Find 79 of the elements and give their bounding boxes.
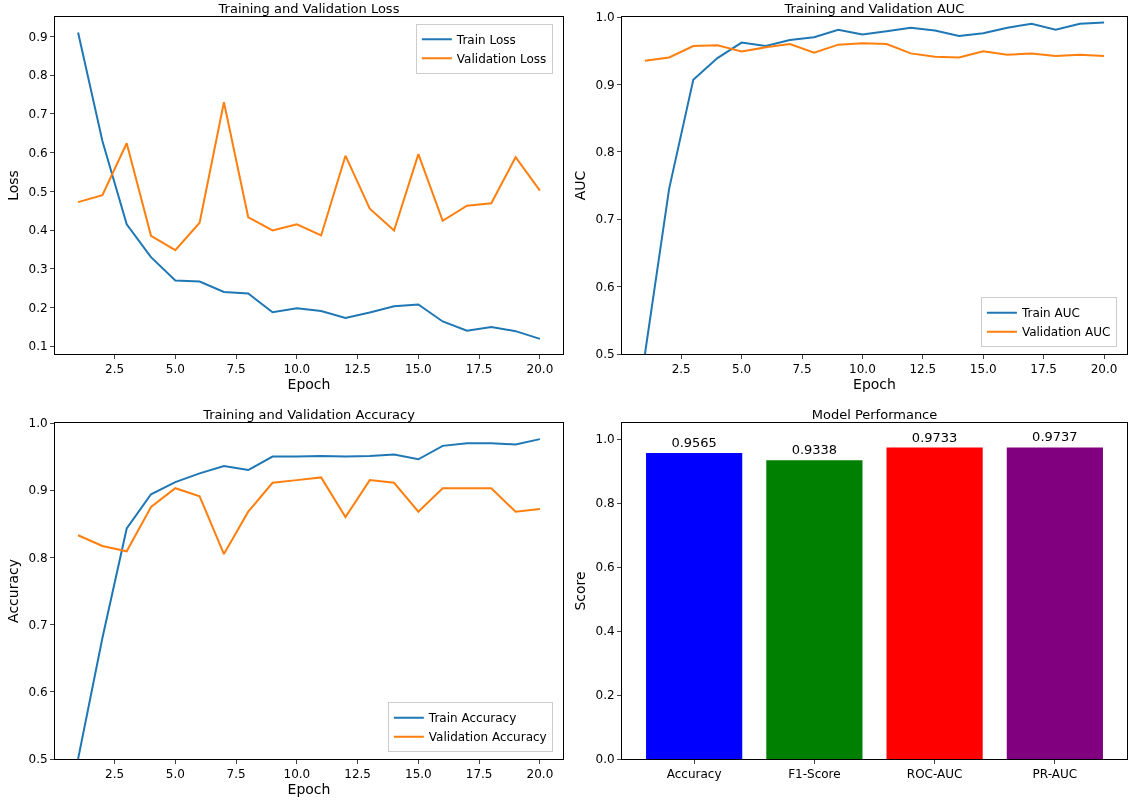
y-tick-label: 1.0 [595,432,615,447]
legend-label: Validation Loss [456,51,547,66]
x-tick-label: F1-Score [788,767,841,782]
y-tick-label: 0.9 [595,77,615,92]
x-tick-label: ROC-AUC [906,767,963,782]
y-tick-label: 0.8 [28,550,48,565]
chart-title: Training and Validation Loss [217,1,400,16]
y-axis-title: Loss [5,170,22,201]
x-tick-label: 2.5 [105,362,125,377]
data-label: 0.9733 [911,429,958,445]
legend-label: Train AUC [1020,306,1080,321]
line-series [77,476,541,556]
y-tick-label: 0.2 [595,688,615,703]
data-label: 0.9338 [791,442,838,458]
y-axis-title: Score [572,571,589,611]
x-tick-label: 17.5 [465,767,493,782]
x-tick-label: 15.0 [969,362,997,377]
x-tick-label: 5.0 [165,362,185,377]
chart-title: Model Performance [811,407,938,422]
x-tick-label: 12.5 [344,362,371,377]
x-axis-title: Epoch [853,376,896,393]
y-tick-label: 0.7 [28,617,48,632]
x-axis-title: Epoch [287,376,331,393]
y-tick-label: 1.0 [595,10,615,25]
x-tick-label: PR-AUC [1032,767,1078,782]
y-tick-label: 0.6 [595,279,615,294]
x-tick-label: 17.5 [1030,362,1057,377]
y-tick-label: 0.5 [595,347,615,362]
x-tick-label: 12.5 [909,362,937,377]
x-tick-label: 12.5 [344,767,371,782]
x-tick-label: 20.0 [526,767,554,782]
y-tick-label: 0.8 [28,68,48,83]
line-series [77,101,541,252]
legend-label: Train Accuracy [427,711,517,726]
y-tick-label: 0.5 [28,752,48,767]
y-tick-label: 0.2 [28,300,48,315]
y-tick-label: 0.9 [28,29,48,44]
y-tick-label: 0.0 [595,752,615,767]
x-tick-label: 17.5 [465,362,493,377]
x-tick-label: 5.0 [732,362,752,377]
y-tick-label: 0.6 [28,685,48,699]
x-tick-label: 7.5 [792,362,812,377]
y-tick-label: 0.8 [595,496,615,511]
y-axis-title: Accuracy [5,559,22,623]
x-tick-label: 5.0 [165,767,185,782]
y-tick-label: 0.8 [595,145,615,159]
x-tick-label: 7.5 [226,767,246,782]
y-tick-label: 0.7 [28,107,48,122]
y-tick-label: 0.4 [595,624,615,639]
x-tick-label: 10.0 [283,362,311,377]
x-tick-label: 15.0 [405,362,432,377]
x-tick-label: 2.5 [671,362,691,377]
line-series [643,42,1106,62]
y-tick-label: 0.6 [595,560,615,575]
x-tick-label: 10.0 [849,362,876,377]
chart-title: Training and Validation Accuracy [202,407,416,422]
data-label: 0.9737 [1032,429,1078,445]
legend-label: Validation AUC [1021,325,1111,340]
x-tick-label: Accuracy [666,767,722,782]
chart-title: Training and Validation AUC [783,1,965,16]
y-tick-label: 0.1 [28,339,48,354]
y-axis-title: AUC [572,170,589,201]
x-tick-label: 20.0 [1090,362,1118,377]
x-tick-label: 20.0 [526,362,554,377]
y-tick-label: 0.3 [28,261,48,276]
x-axis-title: Epoch [287,781,331,798]
x-tick-label: 2.5 [105,767,125,782]
x-tick-label: 15.0 [405,767,432,782]
x-tick-label: 7.5 [226,362,246,377]
y-tick-label: 0.9 [28,483,48,498]
y-tick-label: 0.6 [28,145,48,160]
data-label: 0.9565 [671,434,717,450]
y-tick-label: 0.4 [28,223,48,238]
y-tick-label: 0.7 [595,212,615,227]
legend-label: Validation Accuracy [428,730,547,745]
y-tick-label: 1.0 [28,416,48,431]
x-tick-label: 10.0 [283,767,311,782]
y-tick-label: 0.5 [28,184,48,199]
legend-label: Train Loss [455,32,516,47]
